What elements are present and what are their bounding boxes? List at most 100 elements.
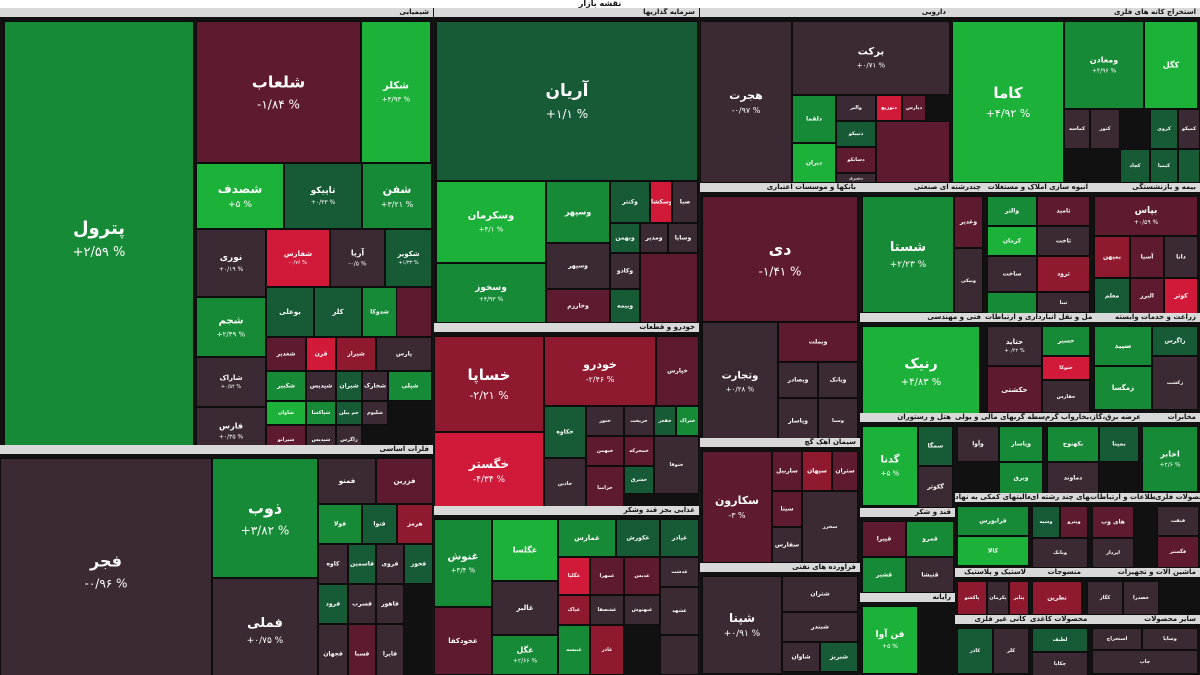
symbol-tile[interactable]: غکورش	[616, 519, 660, 557]
symbol-tile[interactable]: شکبیر	[266, 371, 306, 401]
symbol-tile[interactable]: فارس +۰/۳۵ %	[196, 407, 266, 445]
symbol-tile[interactable]: فگستر	[1157, 536, 1199, 568]
symbol-tile[interactable]: شاراک +۰/۵۴ %	[196, 357, 266, 407]
symbol-tile[interactable]: وسنا	[818, 398, 858, 438]
symbol-tile[interactable]: دیران	[792, 143, 836, 183]
symbol-tile[interactable]: ساربیل	[772, 451, 802, 491]
symbol-tile[interactable]: وکنتر	[610, 181, 650, 223]
symbol-tile[interactable]: خودرو -۲/۴۶ %	[544, 336, 656, 406]
symbol-tile[interactable]: فجهان	[318, 624, 348, 675]
symbol-tile[interactable]: کمیکو	[1178, 109, 1200, 149]
symbol-tile[interactable]: کاذر	[957, 628, 993, 674]
symbol-tile[interactable]: شیران	[336, 371, 362, 401]
symbol-tile[interactable]: کرمان	[987, 226, 1037, 256]
symbol-tile[interactable]: دسانکو	[836, 147, 876, 173]
symbol-tile[interactable]: وبانک	[1032, 538, 1088, 568]
symbol-tile[interactable]: شدوکا	[362, 287, 397, 337]
symbol-tile[interactable]: اپرداز	[1092, 538, 1134, 568]
symbol-tile[interactable]: هرمز	[397, 504, 433, 544]
symbol-tile[interactable]: ثنوسا	[987, 292, 1037, 313]
symbol-tile[interactable]: والبر	[836, 95, 876, 121]
symbol-tile[interactable]: شبندر	[782, 612, 858, 642]
symbol-tile[interactable]: وبملت	[778, 322, 858, 362]
symbol-tile[interactable]: غگلسا	[492, 519, 558, 581]
symbol-tile[interactable]: قشیر	[862, 557, 906, 593]
symbol-tile[interactable]: فزرین	[376, 458, 433, 504]
symbol-tile[interactable]: ستران	[832, 451, 858, 491]
symbol-tile[interactable]: غشصفا	[590, 595, 624, 625]
minor-symbol-cell[interactable]	[876, 121, 950, 183]
symbol-tile[interactable]: غگلپا	[558, 557, 590, 595]
symbol-tile[interactable]: وسپهر	[546, 243, 610, 289]
symbol-tile[interactable]: نوری +۰/۱۹ %	[196, 229, 266, 297]
symbol-tile[interactable]: غمهرا	[590, 557, 624, 595]
symbol-tile[interactable]: فنفت	[1157, 506, 1199, 536]
minor-symbol-cell[interactable]	[640, 253, 698, 323]
symbol-tile[interactable]: وبرق	[999, 462, 1043, 493]
symbol-tile[interactable]: سینا	[772, 491, 802, 527]
symbol-tile[interactable]: دتیپکو	[836, 121, 876, 147]
symbol-tile[interactable]: بپاس +۰/۵۹ %	[1094, 196, 1198, 236]
minor-symbol-cell[interactable]	[392, 287, 432, 337]
symbol-tile[interactable]: حتاید +۰/۴۲ %	[987, 326, 1042, 366]
symbol-tile[interactable]: غبيسه	[558, 625, 590, 675]
symbol-tile[interactable]: حکشتی	[987, 366, 1042, 413]
symbol-tile[interactable]: ومدیر	[640, 223, 668, 253]
symbol-tile[interactable]: وبصادر	[778, 362, 818, 398]
symbol-tile[interactable]: کنور	[1090, 109, 1120, 149]
symbol-tile[interactable]: ثبنا	[1037, 292, 1090, 313]
symbol-tile[interactable]: شفن +۳/۲۱ %	[362, 163, 432, 229]
symbol-tile[interactable]: برکت +۰/۷۱ %	[792, 21, 950, 95]
symbol-tile[interactable]: حتوکا	[1042, 356, 1090, 380]
symbol-tile[interactable]: های وب	[1092, 506, 1134, 538]
symbol-tile[interactable]: چکاپا	[1032, 652, 1088, 675]
symbol-tile[interactable]: وساپا	[1142, 628, 1198, 650]
symbol-tile[interactable]: فولا	[318, 504, 362, 544]
symbol-tile[interactable]: شفارس -۰/۷۶ %	[266, 229, 330, 287]
symbol-tile[interactable]: اخابر +۲/۶ %	[1142, 426, 1198, 492]
symbol-tile[interactable]: دشیری	[836, 173, 876, 183]
symbol-tile[interactable]: تاپیکو +۰/۳۳ %	[284, 163, 362, 229]
symbol-tile[interactable]: فملی +۰/۷۵ %	[212, 578, 318, 675]
symbol-tile[interactable]: وپاسار	[778, 398, 818, 438]
symbol-tile[interactable]: فاسمین	[348, 544, 376, 584]
symbol-tile[interactable]: دی -۱/۴۱ %	[702, 196, 858, 322]
symbol-tile[interactable]: معلم	[1094, 278, 1130, 313]
symbol-tile[interactable]: کلر	[314, 287, 362, 337]
symbol-tile[interactable]: کیمیا	[1150, 149, 1178, 183]
symbol-tile[interactable]: وسایا	[668, 223, 698, 253]
symbol-tile[interactable]: خریخت	[624, 406, 654, 436]
symbol-tile[interactable]: سپهان	[802, 451, 832, 491]
symbol-tile[interactable]: شیرانو	[266, 425, 306, 445]
symbol-tile[interactable]: وبهمن	[610, 223, 640, 253]
symbol-tile[interactable]: بکهنوج	[1047, 426, 1099, 462]
symbol-tile[interactable]: زاگرس	[336, 425, 362, 445]
symbol-tile[interactable]: رنیک +۴/۸۳ %	[862, 326, 980, 413]
symbol-tile[interactable]: وسپه	[1032, 506, 1060, 538]
symbol-tile[interactable]: بمیهن	[1094, 236, 1130, 278]
symbol-tile[interactable]: شاوان	[782, 642, 820, 672]
symbol-tile[interactable]: شپنا +۰/۹۱ %	[702, 576, 782, 674]
symbol-tile[interactable]: شبریز	[820, 642, 858, 672]
symbol-tile[interactable]: البرز	[1130, 278, 1164, 313]
symbol-tile[interactable]: خفغر	[654, 406, 676, 436]
symbol-tile[interactable]: سخزر	[802, 491, 858, 563]
symbol-tile[interactable]: خمحرکه	[624, 436, 654, 466]
symbol-tile[interactable]: قرن	[306, 337, 336, 371]
symbol-tile[interactable]: غالبر	[492, 581, 558, 635]
symbol-tile[interactable]: شغدیر	[266, 337, 306, 371]
symbol-tile[interactable]: شپلی	[388, 371, 432, 401]
symbol-tile[interactable]: دماوند	[1047, 462, 1099, 493]
symbol-tile[interactable]: کاما +۴/۹۲ %	[952, 21, 1064, 183]
symbol-tile[interactable]: خصدرا	[1123, 581, 1159, 615]
symbol-tile[interactable]: دانا	[1164, 236, 1198, 278]
symbol-tile[interactable]: سمگا	[918, 426, 953, 466]
symbol-tile[interactable]: کروی	[1150, 109, 1178, 149]
symbol-tile[interactable]: وسکرمان +۴/۱ %	[436, 181, 546, 263]
symbol-tile[interactable]: فنوا	[362, 504, 397, 544]
symbol-tile[interactable]: فرابورس	[957, 506, 1029, 536]
symbol-tile[interactable]: غپاک	[558, 595, 590, 625]
symbol-tile[interactable]: والتر	[987, 196, 1037, 226]
symbol-tile[interactable]: خساپا -۲/۲۱ %	[434, 336, 544, 432]
symbol-tile[interactable]: پترول +۲/۵۹ %	[4, 21, 194, 445]
